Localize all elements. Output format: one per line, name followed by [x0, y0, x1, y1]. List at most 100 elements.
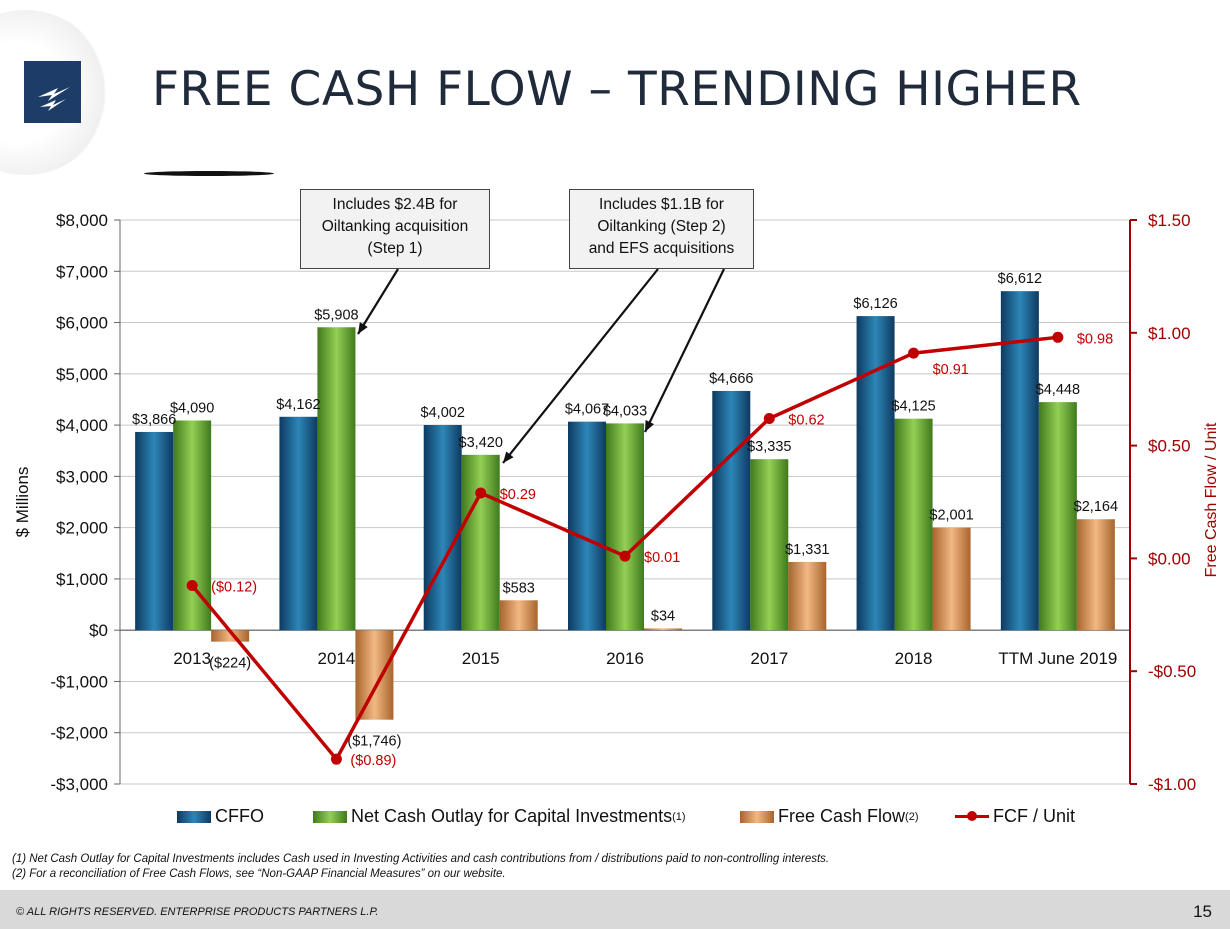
axes: $8,000 $7,000 $6,000 $5,000 $4,000 $3,000 $2,0… [13, 211, 1220, 794]
data-labels: $3,866 $4,162 $4,002 $4,067 $4,666 $6,126 $6,6… [132, 271, 1118, 769]
x-axis-tick-label: 2015 [462, 649, 500, 668]
callout-arrow-line [357, 268, 399, 335]
legend-item-capex: Net Cash Outlay for Capital Investments(… [313, 806, 686, 827]
data-label-cffo: $4,002 [421, 405, 465, 421]
right-axis-tick-label: $1.50 [1148, 211, 1191, 230]
bar-fcf [1076, 519, 1115, 631]
legend-note-capex: (1) [672, 810, 686, 823]
copyright-text: © ALL RIGHTS RESERVED. ENTERPRISE PRODUC… [16, 906, 379, 918]
company-logo [24, 61, 81, 123]
fcf-unit-label: $0.62 [788, 413, 824, 429]
x-axis-tick-label: TTM June 2019 [998, 649, 1117, 668]
bar-fcf [499, 600, 538, 631]
fcf-unit-point [475, 487, 487, 499]
right-axis-tick-label: $0.00 [1148, 549, 1191, 568]
data-label-cffo: $6,612 [998, 271, 1042, 287]
right-axis-tick-label: -$1.00 [1148, 775, 1196, 794]
bar-cffo [279, 416, 318, 631]
legend-line-fcf-unit [955, 811, 989, 821]
fcf-unit-point [1052, 331, 1064, 343]
legend-label-capex: Net Cash Outlay for Capital Investments [351, 806, 673, 826]
legend-label-fcf: Free Cash Flow [778, 806, 906, 826]
lightning-bolt-icon [38, 87, 70, 111]
legend-swatch-capex [313, 810, 347, 823]
bar-capex [1038, 402, 1077, 631]
data-label-fcf: ($1,746) [347, 734, 401, 750]
x-axis-tick-label: 2018 [895, 649, 933, 668]
fcf-unit-line [186, 331, 1064, 765]
fcf-unit-point [908, 347, 920, 359]
bar-capex [317, 327, 356, 631]
bar-cffo [1000, 291, 1039, 631]
left-axis-tick-label: $6,000 [56, 314, 108, 333]
fcf-unit-point [330, 753, 342, 765]
callout-arrow-line [644, 268, 725, 433]
left-axis-tick-label: $4,000 [56, 416, 108, 435]
fcf-unit-label: ($0.89) [350, 753, 396, 769]
legend-item-cffo: CFFO [177, 806, 264, 827]
data-label-fcf: $583 [503, 580, 535, 596]
left-axis-tick-label: $5,000 [56, 365, 108, 384]
x-axis-tick-label: 2017 [750, 649, 788, 668]
data-label-cffo: $4,067 [565, 402, 609, 418]
data-label-fcf: $2,164 [1074, 499, 1118, 515]
callout-arrowhead [503, 451, 514, 463]
left-axis-tick-label: $7,000 [56, 262, 108, 281]
bar-fcf [788, 561, 827, 631]
fcf-unit-label: $0.91 [933, 362, 969, 378]
footnotes: (1) Net Cash Outlay for Capital Investme… [12, 852, 829, 882]
left-axis-tick-label: -$2,000 [50, 724, 108, 743]
footnote-1: (1) Net Cash Outlay for Capital Investme… [12, 853, 830, 865]
fcf-unit-label: ($0.12) [211, 579, 257, 595]
fcf-unit-point [186, 579, 198, 591]
footer-bar: © ALL RIGHTS RESERVED. ENTERPRISE PRODUC… [0, 890, 1230, 929]
bar-cffo [568, 421, 606, 631]
y2-axis-title: Free Cash Flow / Unit [1203, 422, 1220, 577]
page-title: FREE CASH FLOW – TRENDING HIGHER [152, 62, 1082, 117]
left-axis-tick-label: $2,000 [56, 519, 108, 538]
data-label-capex: $5,908 [314, 307, 358, 323]
free-cash-flow-chart: $3,866 $4,162 $4,002 $4,067 $4,666 $6,126 $6,6… [13, 211, 1220, 794]
data-label-capex: $4,033 [603, 403, 647, 419]
legend-label-cffo: CFFO [215, 806, 264, 826]
bar-cffo [712, 390, 751, 631]
legend-swatch-cffo [177, 810, 211, 823]
fcf-unit-point [763, 413, 775, 425]
data-label-cffo: $4,162 [276, 397, 320, 413]
bar-capex [606, 423, 644, 631]
page-number: 15 [1193, 902, 1212, 921]
bar-fcf [211, 630, 250, 642]
data-label-capex: $4,448 [1036, 382, 1080, 398]
data-label-fcf: $34 [651, 608, 675, 624]
data-label-capex: $3,420 [459, 435, 503, 451]
fcf-unit-point [619, 550, 631, 562]
fcf-unit-label: $0.98 [1077, 331, 1113, 347]
legend-label-fcf-unit: FCF / Unit [993, 806, 1076, 826]
title-underline [144, 171, 274, 176]
fcf-unit-label: $0.01 [644, 550, 680, 566]
left-axis-tick-label: $1,000 [56, 570, 108, 589]
bar-cffo [135, 431, 174, 631]
data-label-cffo: $6,126 [853, 296, 897, 312]
footnote-2: (2) For a reconciliation of Free Cash Fl… [12, 868, 506, 880]
left-axis-tick-label: $3,000 [56, 467, 108, 486]
legend-swatch-fcf [740, 810, 774, 823]
data-label-cffo: $4,666 [709, 371, 753, 387]
legend-item-fcf: Free Cash Flow (2) [740, 806, 919, 827]
right-axis-tick-label: $0.50 [1148, 437, 1191, 456]
bar-capex [750, 459, 789, 631]
data-label-capex: $4,090 [170, 400, 214, 416]
left-axis-tick-label: $0 [89, 621, 108, 640]
x-axis-tick-label: 2013 [173, 649, 211, 668]
x-axis-tick-label: 2014 [318, 649, 356, 668]
callout-arrowhead [645, 420, 655, 432]
callout-oiltanking-step2: Includes $1.1B for Oiltanking (Step 2) a… [569, 189, 754, 269]
fcf-unit-label: $0.29 [500, 487, 536, 503]
bar-fcf [932, 527, 971, 631]
x-axis-tick-label: 2016 [606, 649, 644, 668]
data-label-capex: $3,335 [747, 439, 791, 455]
data-label-fcf: ($224) [209, 656, 251, 672]
data-label-fcf: $1,331 [785, 542, 829, 558]
callout-arrowhead [358, 322, 368, 334]
bar-fcf [644, 628, 682, 631]
